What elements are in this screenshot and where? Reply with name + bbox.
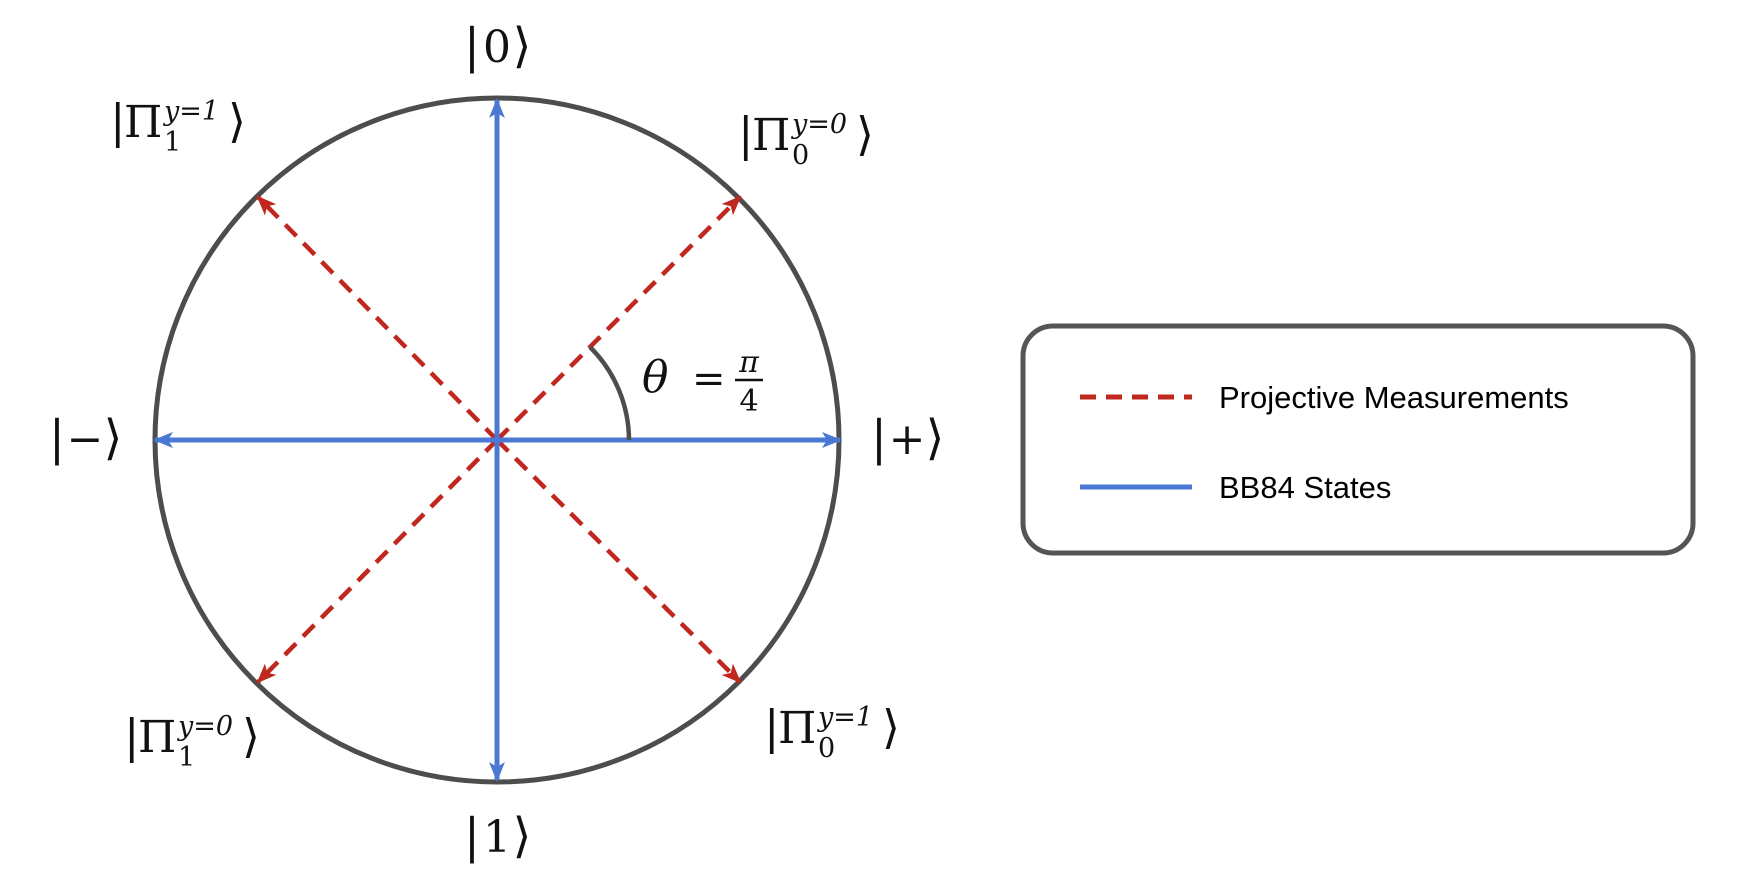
ket-pi0-y0-base: Π	[752, 110, 790, 161]
svg-text:|: |	[49, 410, 65, 466]
legend-box	[1020, 323, 1696, 556]
ket-pi0-y0-sub: 0	[792, 140, 809, 171]
ket-plus-symbol: +	[889, 414, 926, 465]
measurement-arrow-pi1-y0	[256, 438, 499, 684]
ket-pi0-y1-base: Π	[778, 703, 816, 754]
measurement-arrow-pi0-y1	[495, 438, 742, 684]
ket-pi0-y0: | Π y=0 0 ⟩	[738, 107, 874, 171]
legend-item-bb84: BB84 States	[1080, 470, 1391, 505]
ket-one-symbol: 1	[483, 812, 511, 863]
svg-text:⟩: ⟩	[228, 94, 246, 148]
angle-equals: =	[692, 356, 726, 402]
svg-text:|: |	[464, 808, 480, 864]
ket-pi1-y1: | Π y=1 1 ⟩	[110, 94, 246, 158]
svg-text:⟩: ⟩	[242, 709, 260, 763]
ket-pi0-y1-sub: 0	[818, 733, 835, 764]
svg-text:|: |	[764, 700, 780, 754]
legend-item-projective: Projective Measurements	[1080, 380, 1569, 415]
legend: Projective Measurements BB84 States	[1020, 323, 1696, 556]
angle-theta: θ	[642, 352, 669, 403]
legend-label-projective: Projective Measurements	[1219, 380, 1569, 415]
svg-text:⟩: ⟩	[513, 18, 532, 74]
ket-plus: | + ⟩	[871, 410, 944, 466]
svg-text:|: |	[738, 107, 754, 161]
projective-measurement-axes	[256, 195, 742, 684]
svg-text:⟩: ⟩	[926, 410, 945, 466]
svg-text:⟩: ⟩	[882, 700, 900, 754]
ket-zero-symbol: 0	[483, 22, 511, 73]
svg-text:⟩: ⟩	[856, 107, 874, 161]
ket-one: | 1 ⟩	[464, 808, 531, 864]
svg-text:|: |	[124, 709, 140, 763]
angle-numerator: π	[738, 345, 760, 380]
ket-pi0-y1-sup: y=1	[817, 702, 873, 733]
svg-text:⟩: ⟩	[513, 808, 532, 864]
ket-pi1-y0-base: Π	[138, 712, 176, 763]
ket-pi1-y1-base: Π	[124, 97, 162, 148]
ket-pi0-y1: | Π y=1 0 ⟩	[764, 700, 900, 764]
svg-text:|: |	[871, 410, 887, 466]
svg-text:|: |	[110, 94, 126, 148]
ket-pi1-y1-sub: 1	[164, 127, 181, 158]
measurement-arrow-pi0-y0	[495, 195, 742, 442]
ket-pi1-y0-sup: y=0	[177, 711, 233, 742]
svg-text:⟩: ⟩	[104, 410, 123, 466]
ket-pi1-y0-sub: 1	[178, 742, 195, 773]
measurement-arrow-pi1-y1	[256, 195, 499, 442]
angle-denominator: 4	[739, 384, 758, 419]
angle-label: θ = π 4	[642, 345, 763, 419]
ket-minus-symbol: −	[67, 414, 104, 465]
svg-text:|: |	[464, 18, 480, 74]
ket-minus: | − ⟩	[49, 410, 122, 466]
bb84-state-axes	[153, 98, 842, 782]
legend-label-bb84: BB84 States	[1219, 470, 1391, 505]
ket-pi0-y0-sup: y=0	[791, 109, 847, 140]
ket-zero: | 0 ⟩	[464, 18, 531, 74]
ket-pi1-y1-sup: y=1	[163, 96, 219, 127]
ket-pi1-y0: | Π y=0 1 ⟩	[124, 709, 260, 773]
angle-arc	[588, 345, 632, 441]
